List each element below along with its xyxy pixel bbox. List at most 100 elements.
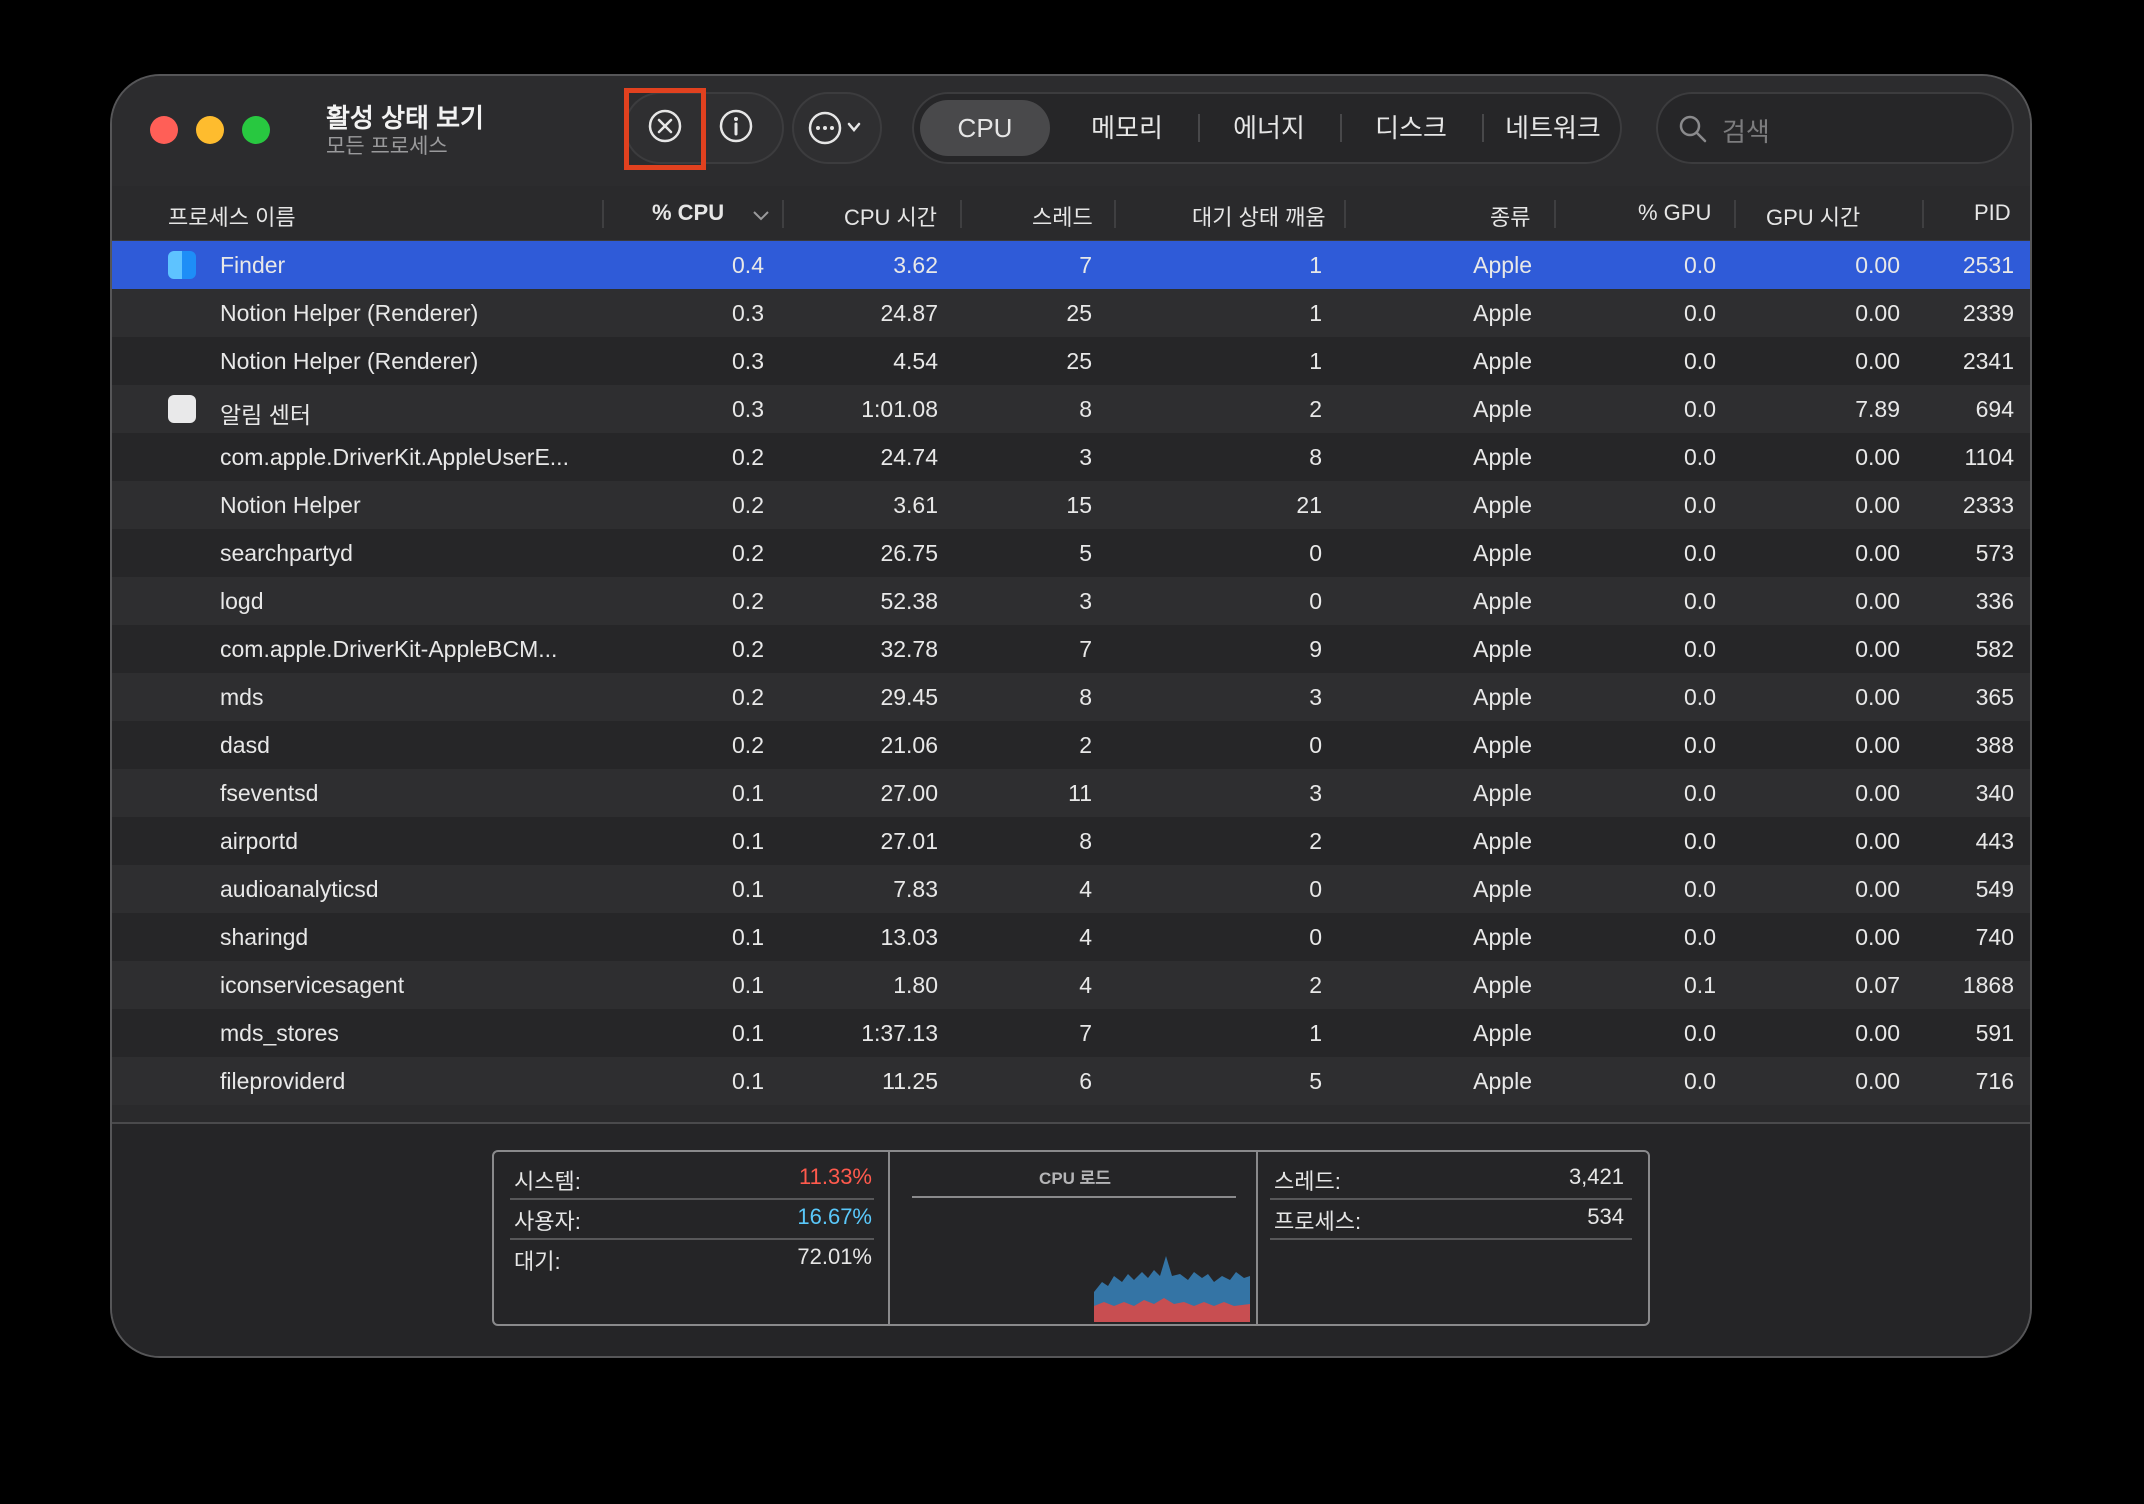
- cell-threads: 2: [1079, 732, 1092, 758]
- tab-energy[interactable]: 에너지: [1233, 113, 1305, 143]
- process-table: Finder 0.4 3.62 7 1 Apple 0.0 0.00 2531 Notion He…: [112, 241, 2030, 1122]
- table-row[interactable]: audioanalyticsd 0.1 7.83 4 0 Apple 0.0 0.00 549: [112, 865, 2030, 913]
- table-row[interactable]: com.apple.DriverKit.AppleUserE... 0.2 24.7…: [112, 433, 2030, 481]
- cell-cpu: 0.3: [732, 348, 764, 374]
- cpu-summary: 시스템: 11.33% 사용자: 16.67% 대기: 72.01% CPU 로…: [112, 1122, 2030, 1356]
- cell-threads: 4: [1079, 924, 1092, 950]
- cell-pid: 549: [1975, 876, 2014, 902]
- search-field[interactable]: 검색: [1656, 92, 2014, 164]
- cell-gpu: 0.0: [1684, 684, 1716, 710]
- cell-gpu: 0.0: [1684, 588, 1716, 614]
- cell-wakes: 2: [1309, 972, 1322, 998]
- column-header-kind[interactable]: 종류: [1490, 205, 1531, 230]
- more-actions-button[interactable]: [792, 92, 882, 164]
- minimize-window-button[interactable]: [196, 116, 224, 144]
- cell-gpu-time: 0.00: [1855, 1020, 1900, 1046]
- process-name: searchpartyd: [220, 540, 353, 566]
- column-header-gpu-time[interactable]: GPU 시간: [1766, 205, 1861, 230]
- cell-cpu-time: 7.83: [893, 876, 938, 902]
- cell-threads: 7: [1079, 252, 1092, 278]
- table-row[interactable]: iconservicesagent 0.1 1.80 4 2 Apple 0.1 0.07 18…: [112, 961, 2030, 1009]
- cell-kind: Apple: [1473, 1020, 1532, 1046]
- column-divider: [1344, 200, 1346, 228]
- table-row[interactable]: dasd 0.2 21.06 2 0 Apple 0.0 0.00 388: [112, 721, 2030, 769]
- cell-cpu-time: 11.25: [882, 1068, 938, 1094]
- toolbar: 활성 상태 보기 모든 프로세스 CPU 메모리: [112, 76, 2030, 186]
- table-row[interactable]: airportd 0.1 27.01 8 2 Apple 0.0 0.00 443: [112, 817, 2030, 865]
- cell-cpu: 0.2: [732, 636, 764, 662]
- cell-pid: 1104: [1964, 444, 2014, 470]
- column-divider: [602, 200, 604, 228]
- cell-cpu: 0.1: [732, 828, 764, 854]
- zoom-window-button[interactable]: [242, 116, 270, 144]
- cell-gpu-time: 0.07: [1855, 972, 1900, 998]
- cell-wakes: 3: [1309, 684, 1322, 710]
- cell-cpu: 0.2: [732, 540, 764, 566]
- cell-kind: Apple: [1473, 588, 1532, 614]
- cell-gpu-time: 0.00: [1855, 780, 1900, 806]
- search-placeholder: 검색: [1722, 117, 1770, 147]
- cell-threads: 7: [1079, 1020, 1092, 1046]
- cell-wakes: 9: [1309, 636, 1322, 662]
- table-row[interactable]: mds 0.2 29.45 8 3 Apple 0.0 0.00 365: [112, 673, 2030, 721]
- table-row[interactable]: 알림 센터 0.3 1:01.08 8 2 Apple 0.0 7.89 694: [112, 385, 2030, 433]
- cell-threads: 25: [1066, 348, 1092, 374]
- column-header-process-name[interactable]: 프로세스 이름: [168, 205, 296, 230]
- column-header-gpu-percent[interactable]: % GPU: [1638, 200, 1712, 225]
- idle-label: 대기:: [514, 1249, 561, 1274]
- table-row[interactable]: Notion Helper (Renderer) 0.3 4.54 25 1 Apple 0…: [112, 337, 2030, 385]
- cell-cpu: 0.1: [732, 1020, 764, 1046]
- info-circle-icon[interactable]: [718, 108, 754, 144]
- cell-gpu-time: 0.00: [1855, 300, 1900, 326]
- user-value: 16.67%: [797, 1204, 872, 1229]
- close-window-button[interactable]: [150, 116, 178, 144]
- window-subtitle: 모든 프로세스: [326, 135, 448, 158]
- cell-cpu: 0.2: [732, 444, 764, 470]
- cell-cpu-time: 26.75: [880, 540, 938, 566]
- x-circle-icon[interactable]: [647, 108, 683, 144]
- table-row[interactable]: Notion Helper 0.2 3.61 15 21 Apple 0.0 0.00 2333: [112, 481, 2030, 529]
- cell-gpu: 0.0: [1684, 876, 1716, 902]
- threads-label: 스레드:: [1274, 1169, 1341, 1194]
- column-header-cpu-percent[interactable]: % CPU: [652, 200, 725, 225]
- cell-kind: Apple: [1473, 540, 1532, 566]
- cell-pid: 365: [1975, 684, 2014, 710]
- table-row[interactable]: logd 0.2 52.38 3 0 Apple 0.0 0.00 336: [112, 577, 2030, 625]
- column-divider: [960, 200, 962, 228]
- cell-threads: 6: [1079, 1068, 1092, 1094]
- process-name: Notion Helper (Renderer): [220, 348, 479, 374]
- cpu-load-graph: [1094, 1256, 1250, 1322]
- tab-memory[interactable]: 메모리: [1091, 113, 1163, 143]
- column-header-pid[interactable]: PID: [1974, 200, 2011, 225]
- cell-gpu-time: 0.00: [1855, 828, 1900, 854]
- finder-icon: [168, 251, 196, 279]
- table-row[interactable]: com.apple.DriverKit-AppleBCM... 0.2 32.78 7…: [112, 625, 2030, 673]
- tab-cpu[interactable]: CPU: [920, 100, 1050, 156]
- table-row[interactable]: mds_stores 0.1 1:37.13 7 1 Apple 0.0 0.00 591: [112, 1009, 2030, 1057]
- cell-wakes: 3: [1309, 780, 1322, 806]
- cell-wakes: 1: [1309, 348, 1322, 374]
- cell-cpu: 0.2: [732, 492, 764, 518]
- table-row[interactable]: sharingd 0.1 13.03 4 0 Apple 0.0 0.00 740: [112, 913, 2030, 961]
- table-row[interactable]: fseventsd 0.1 27.00 11 3 Apple 0.0 0.00 340: [112, 769, 2030, 817]
- table-row[interactable]: searchpartyd 0.2 26.75 5 0 Apple 0.0 0.00 573: [112, 529, 2030, 577]
- column-header-cpu-time[interactable]: CPU 시간: [844, 205, 938, 230]
- table-row[interactable]: fileproviderd 0.1 11.25 6 5 Apple 0.0 0.00 716: [112, 1057, 2030, 1105]
- process-name: mds_stores: [220, 1020, 339, 1046]
- cell-kind: Apple: [1473, 924, 1532, 950]
- cell-gpu-time: 0.00: [1855, 732, 1900, 758]
- cell-wakes: 0: [1309, 540, 1322, 566]
- tab-network[interactable]: 네트워크: [1505, 113, 1601, 143]
- cell-cpu-time: 32.78: [880, 636, 938, 662]
- column-header-idle-wakeups[interactable]: 대기 상태 깨움: [1192, 205, 1326, 230]
- divider: [912, 1196, 1236, 1198]
- cell-cpu-time: 1:37.13: [861, 1020, 938, 1046]
- table-row[interactable]: Notion Helper (Renderer) 0.3 24.87 25 1 Apple…: [112, 289, 2030, 337]
- tab-disk[interactable]: 디스크: [1375, 113, 1447, 143]
- table-row[interactable]: Finder 0.4 3.62 7 1 Apple 0.0 0.00 2531: [112, 241, 2030, 289]
- cell-gpu-time: 0.00: [1855, 492, 1900, 518]
- cell-threads: 15: [1066, 492, 1092, 518]
- cell-threads: 3: [1079, 444, 1092, 470]
- activity-monitor-window: 활성 상태 보기 모든 프로세스 CPU 메모리: [112, 76, 2030, 1356]
- column-header-threads[interactable]: 스레드: [1032, 205, 1093, 230]
